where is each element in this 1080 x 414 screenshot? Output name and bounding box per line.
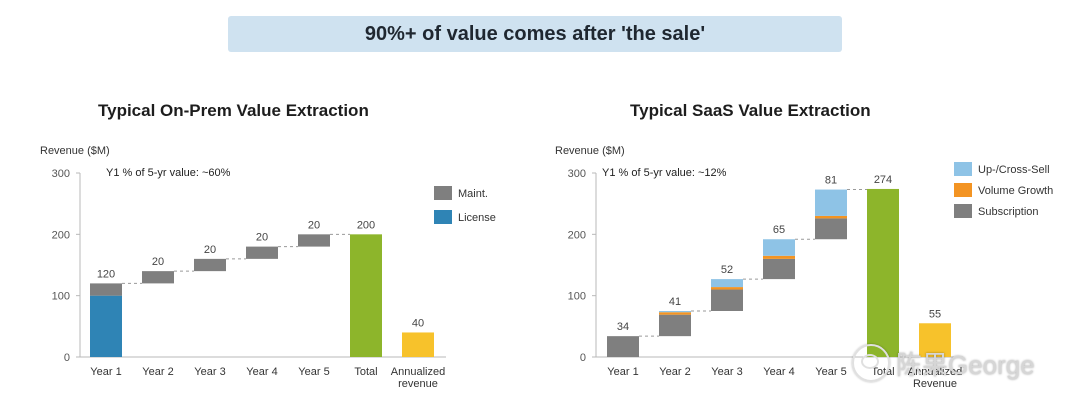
onprem-data-label-year-1: 120 <box>97 268 115 280</box>
onprem-data-label-total: 200 <box>357 219 375 231</box>
saas-bar-total-total <box>867 188 899 357</box>
onprem-legend-swatch-maint <box>434 186 452 200</box>
saas-legend-swatch-up-cross-sell <box>954 162 972 176</box>
wechat-logo-icon <box>852 344 890 382</box>
onprem-y-tick-label-100: 100 <box>52 291 70 303</box>
onprem-y-tick-label-0: 0 <box>64 352 70 364</box>
onprem-bar-year-3-maint <box>194 258 226 272</box>
saas-waterfall-chart: Revenue ($M) Y1 % of 5-yr value: ~12% 0 100… <box>555 145 1053 390</box>
onprem-x-tick-label-year-1: Year 1 <box>90 366 121 378</box>
saas-data-label-annualized-revenue: 55 <box>929 308 941 320</box>
onprem-data-label-year-5: 20 <box>308 219 320 231</box>
saas-data-label-year-3: 52 <box>721 264 733 276</box>
watermark: 陈果George <box>852 344 1035 382</box>
onprem-x-tick-label-year-4: Year 4 <box>246 366 277 378</box>
saas-bar-year-2-subscription <box>659 314 691 337</box>
saas-bar-year-1-subscription <box>607 336 639 357</box>
headline-banner: 90%+ of value comes after 'the sale' <box>228 16 842 52</box>
saas-bar-year-4-volume-growth <box>763 255 795 259</box>
onprem-waterfall-chart: Revenue ($M) Y1 % of 5-yr value: ~60% 0 100… <box>40 145 496 390</box>
onprem-y-tick-label-300: 300 <box>52 168 70 180</box>
saas-bar-year-5-up-cross-sell <box>815 189 847 216</box>
saas-bar-year-2-up-cross-sell <box>659 311 691 313</box>
onprem-y-axis-label: Revenue ($M) <box>40 145 110 157</box>
saas-data-label-year-4: 65 <box>773 224 785 236</box>
saas-x-tick-label-year-2: Year 2 <box>659 366 690 378</box>
onprem-x-tick-label-year-5: Year 5 <box>298 366 329 378</box>
saas-x-tick-label-annualized-revenue-line2: Revenue <box>913 378 957 390</box>
onprem-legend-label-maint: Maint. <box>458 188 488 200</box>
onprem-x-tick-label-annualized-revenue-line2: revenue <box>398 378 438 390</box>
saas-x-tick-label-year-5: Year 5 <box>815 366 846 378</box>
saas-legend-swatch-volume-growth <box>954 183 972 197</box>
saas-legend-label-up-cross-sell: Up-/Cross-Sell <box>978 164 1050 176</box>
saas-bar-year-3-volume-growth <box>711 287 743 290</box>
saas-y-tick-label-100: 100 <box>568 291 586 303</box>
saas-bar-year-3-up-cross-sell <box>711 279 743 288</box>
saas-y-tick-label-300: 300 <box>568 168 586 180</box>
onprem-x-tick-label-annualized-revenue-line1: Annualized <box>391 366 445 378</box>
saas-y-tick-label-200: 200 <box>568 229 586 241</box>
onprem-bar-total-total <box>350 234 382 357</box>
saas-x-tick-label-year-4: Year 4 <box>763 366 794 378</box>
headline-text: 90%+ of value comes after 'the sale' <box>364 22 706 45</box>
saas-data-label-year-2: 41 <box>669 296 681 308</box>
onprem-bar-year-5-maint <box>298 234 330 247</box>
onprem-data-label-annualized-revenue: 40 <box>412 317 424 329</box>
watermark-text: 陈果George <box>896 349 1035 380</box>
saas-annotation: Y1 % of 5-yr value: ~12% <box>602 167 727 179</box>
saas-bar-year-4-up-cross-sell <box>763 239 795 256</box>
saas-x-tick-label-year-1: Year 1 <box>607 366 638 378</box>
saas-x-tick-label-year-3: Year 3 <box>711 366 742 378</box>
saas-bar-year-3-subscription <box>711 289 743 311</box>
onprem-bar-annualized-revenue-annualized-revenue <box>402 332 434 357</box>
onprem-bar-year-1-license <box>90 295 122 357</box>
onprem-data-label-year-3: 20 <box>204 244 216 256</box>
saas-data-label-year-1: 34 <box>617 321 629 333</box>
onprem-bar-year-4-maint <box>246 246 278 259</box>
saas-legend-label-subscription: Subscription <box>978 206 1039 218</box>
onprem-chart-title: Typical On-Prem Value Extraction <box>98 101 369 120</box>
onprem-bar-year-2-maint <box>142 271 174 284</box>
onprem-legend-swatch-license <box>434 210 452 224</box>
saas-bar-year-4-subscription <box>763 258 795 280</box>
saas-bar-annualized-revenue-annualized-revenue <box>919 323 951 357</box>
onprem-data-label-year-2: 20 <box>152 256 164 268</box>
saas-legend-label-volume-growth: Volume Growth <box>978 185 1053 197</box>
onprem-y-tick-label-200: 200 <box>52 229 70 241</box>
onprem-bar-year-1-maint <box>90 283 122 296</box>
onprem-legend-label-license: License <box>458 212 496 224</box>
saas-bar-year-5-volume-growth <box>815 215 847 219</box>
saas-data-label-year-5: 81 <box>825 175 837 187</box>
saas-x-tick-label-annualized-revenue-line1: Annualized <box>908 366 962 378</box>
onprem-annotation: Y1 % of 5-yr value: ~60% <box>106 167 231 179</box>
saas-legend-swatch-subscription <box>954 204 972 218</box>
onprem-x-tick-label-year-2: Year 2 <box>142 366 173 378</box>
saas-y-tick-label-0: 0 <box>580 352 586 364</box>
onprem-x-tick-label-total: Total <box>354 366 377 378</box>
saas-data-label-total: 274 <box>874 174 892 186</box>
onprem-x-tick-label-year-3: Year 3 <box>194 366 225 378</box>
onprem-data-label-year-4: 20 <box>256 232 268 244</box>
saas-bar-year-5-subscription <box>815 218 847 240</box>
saas-chart-title: Typical SaaS Value Extraction <box>630 101 871 120</box>
saas-y-axis-label: Revenue ($M) <box>555 145 625 157</box>
saas-bar-year-2-volume-growth <box>659 312 691 315</box>
